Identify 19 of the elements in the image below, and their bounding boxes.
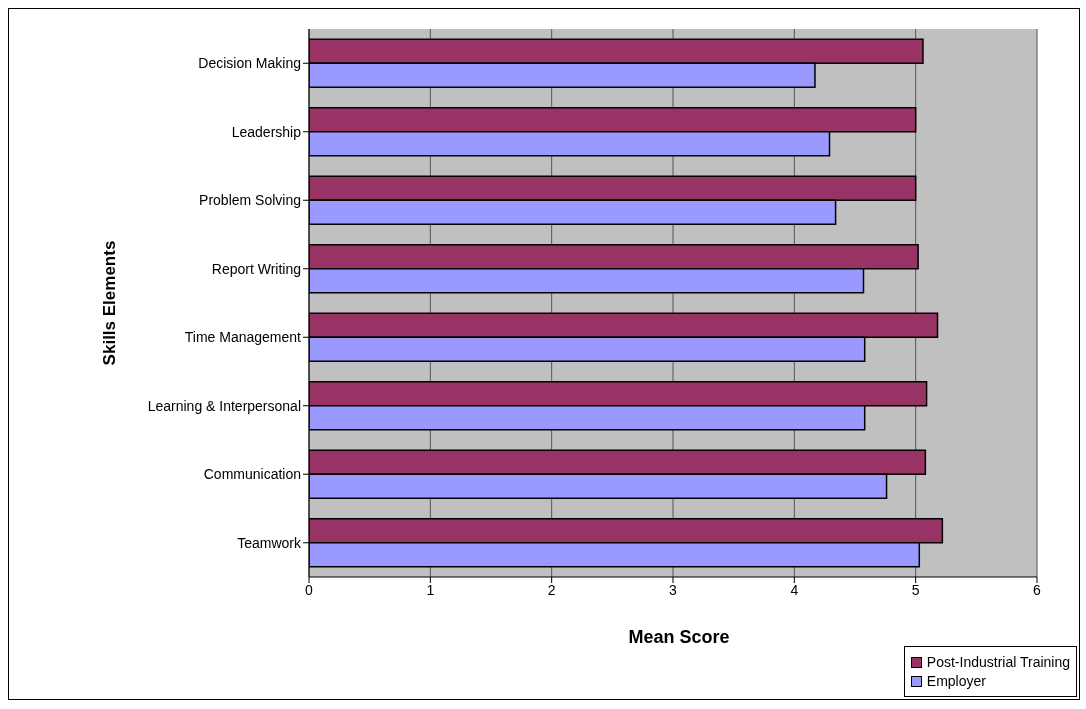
x-tick-label: 5 — [911, 581, 920, 598]
x-tick-label: 0 — [305, 581, 314, 598]
y-tick-label: Leadership — [231, 123, 302, 140]
y-tick-label: Report Writing — [211, 260, 301, 277]
y-tick-label: Teamwork — [237, 534, 302, 551]
x-tick-label: 4 — [790, 581, 799, 598]
y-tick-label: Learning & Interpersonal — [147, 397, 301, 414]
y-axis-title: Skills Elements — [100, 240, 120, 366]
x-tick-label: 3 — [669, 581, 678, 598]
legend-label: Post-Industrial Training — [926, 654, 1070, 670]
x-tick-label: 6 — [1033, 581, 1042, 598]
y-tick-label: Communication — [203, 466, 301, 483]
y-tick-label: Problem Solving — [199, 192, 301, 209]
y-tick-label: Decision Making — [198, 55, 301, 72]
legend-label: Employer — [926, 673, 986, 689]
y-tick-label: Time Management — [184, 329, 302, 346]
x-axis-title: Mean Score — [627, 627, 731, 648]
x-tick-label: 1 — [426, 581, 435, 598]
x-tick-label: 2 — [547, 581, 556, 598]
